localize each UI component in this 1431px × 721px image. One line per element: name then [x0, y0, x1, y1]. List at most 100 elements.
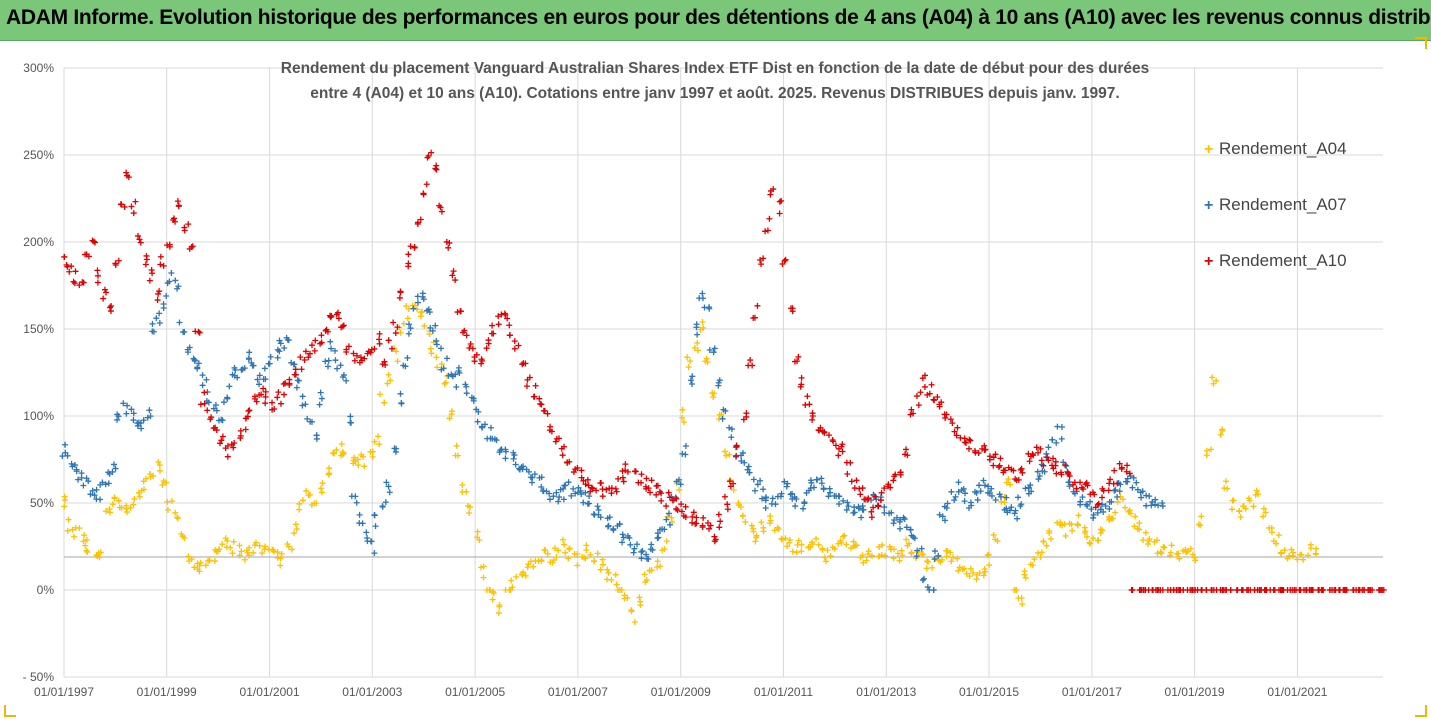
data-point [843, 541, 850, 548]
data-point [172, 277, 179, 284]
data-point [134, 232, 141, 239]
data-point [1191, 554, 1198, 561]
data-point [372, 523, 379, 530]
data-point [735, 500, 742, 507]
series-rendement-a07 [59, 270, 1166, 593]
data-point [363, 529, 370, 536]
data-point [1063, 462, 1070, 469]
data-point [694, 339, 701, 346]
data-point [478, 360, 485, 367]
data-point [324, 363, 331, 370]
corner-mark-top-right [1415, 37, 1427, 49]
data-point [881, 504, 888, 511]
data-point [450, 268, 457, 275]
data-point [726, 451, 733, 458]
data-point [985, 483, 992, 490]
data-point [1140, 537, 1147, 544]
data-point [411, 244, 418, 251]
data-point [367, 349, 374, 356]
data-point [897, 516, 904, 523]
data-point [259, 550, 266, 557]
data-point [663, 503, 670, 510]
data-point [319, 480, 326, 487]
data-point [1039, 468, 1046, 475]
data-point [523, 466, 530, 473]
data-point [1155, 502, 1162, 509]
data-point [645, 556, 652, 563]
data-point [432, 165, 439, 172]
data-point [1112, 509, 1119, 516]
data-point [1275, 532, 1282, 539]
data-point [469, 345, 476, 352]
data-point [474, 534, 481, 541]
legend-item-a04: + Rendement_A04 [1172, 136, 1362, 192]
data-point [1229, 497, 1236, 504]
data-point [1124, 462, 1131, 469]
y-tick-label: - 50% [23, 670, 55, 684]
data-point [192, 328, 199, 335]
data-point [441, 380, 448, 387]
data-point [527, 558, 534, 565]
data-point [613, 488, 620, 495]
data-point [502, 311, 509, 318]
data-point [1097, 530, 1104, 537]
data-point [582, 481, 589, 488]
data-point [117, 201, 124, 208]
data-point [588, 484, 595, 491]
data-point [62, 449, 69, 456]
data-point [155, 290, 162, 297]
data-point [94, 267, 101, 274]
data-point [1087, 498, 1093, 505]
data-point [246, 349, 253, 356]
data-point [622, 467, 629, 474]
data-point [301, 356, 308, 363]
data-point [411, 302, 418, 309]
data-point [1195, 521, 1202, 528]
data-point [903, 524, 910, 531]
legend-marker-a10: + [1204, 253, 1214, 270]
data-point [914, 547, 921, 554]
data-point [553, 435, 560, 442]
data-point [934, 394, 941, 401]
data-point [813, 476, 820, 483]
data-point [1092, 504, 1099, 511]
data-point [560, 485, 567, 492]
data-point [109, 468, 116, 475]
data-point [231, 440, 238, 447]
data-point [274, 394, 281, 401]
data-point [638, 479, 645, 486]
legend-marker-a04: + [1204, 141, 1214, 158]
data-point [308, 342, 315, 349]
data-point [959, 566, 966, 573]
data-point [262, 400, 269, 407]
data-point [568, 492, 575, 499]
data-point [733, 443, 740, 450]
data-point [710, 349, 717, 356]
data-point [920, 551, 927, 558]
data-point [343, 349, 350, 356]
data-point [1176, 555, 1183, 562]
data-point [680, 512, 687, 519]
data-point [939, 513, 946, 520]
data-point [712, 536, 719, 543]
data-point [903, 536, 910, 543]
data-point [1136, 520, 1143, 527]
data-point [863, 557, 870, 564]
data-point [386, 489, 393, 496]
data-point [286, 376, 293, 383]
data-point [789, 548, 796, 555]
data-point [172, 218, 179, 225]
data-point [1133, 479, 1140, 486]
data-point [91, 492, 98, 499]
data-point [186, 344, 193, 351]
data-point [453, 384, 460, 391]
data-point [143, 252, 150, 259]
y-tick-label: 100% [23, 409, 54, 423]
data-point [1049, 436, 1056, 443]
data-point [859, 506, 866, 513]
data-point [853, 542, 860, 549]
data-point [1305, 552, 1312, 559]
data-point [919, 577, 926, 584]
data-point [1183, 549, 1190, 556]
data-point [766, 520, 773, 527]
